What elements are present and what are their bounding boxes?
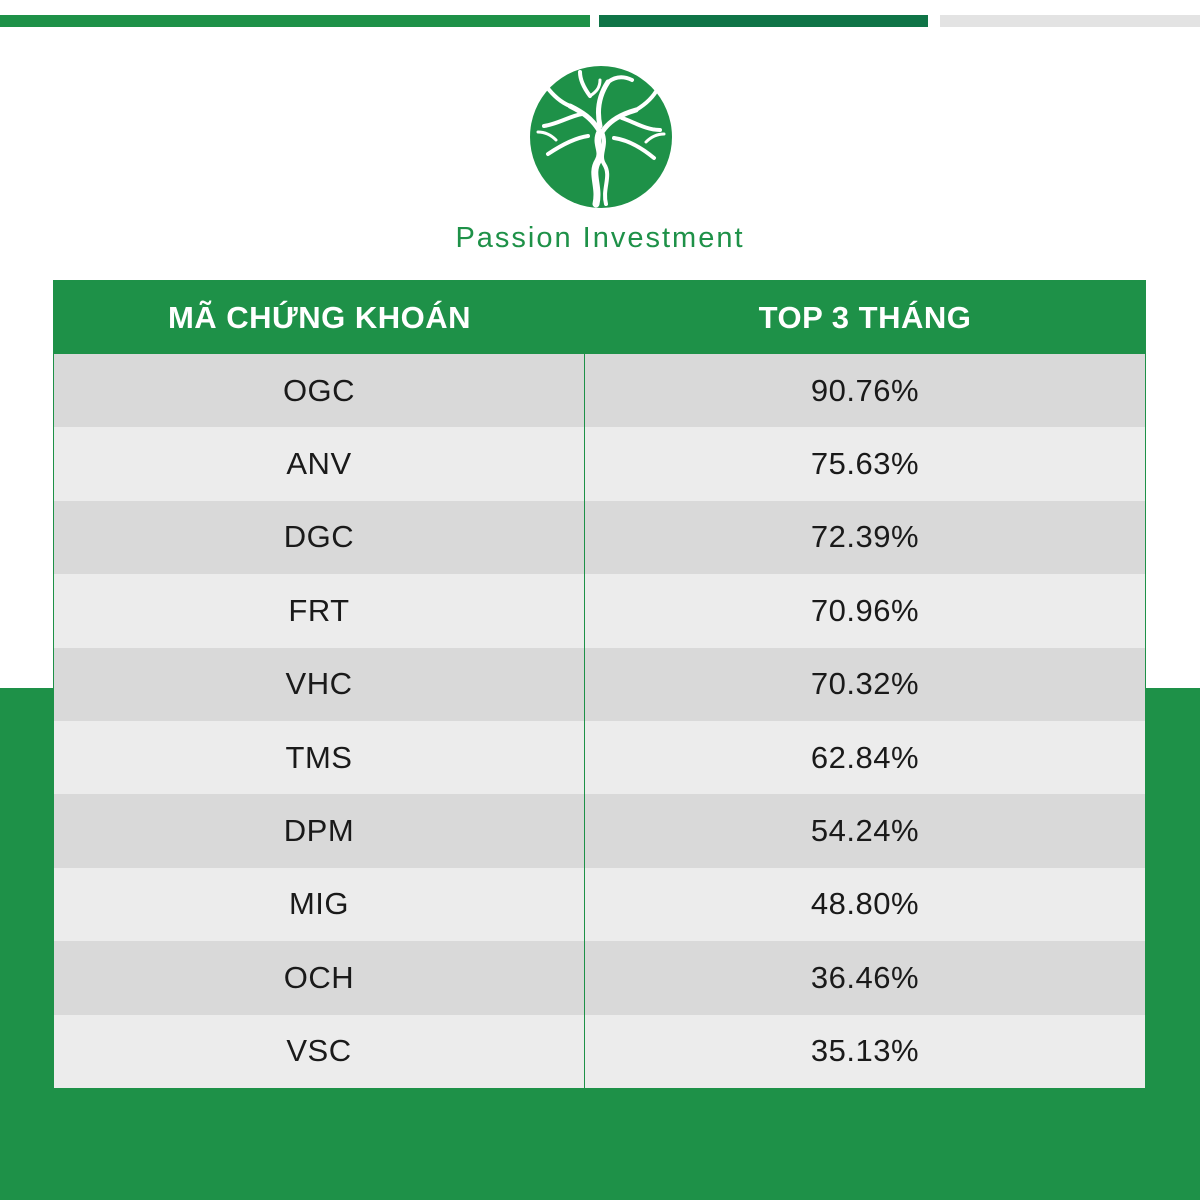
table-row: MIG 48.80% <box>54 867 1145 942</box>
table-row: FRT 70.96% <box>54 574 1145 648</box>
table-row: DPM 54.24% <box>54 794 1145 868</box>
ticker-cell: ANV <box>54 427 585 501</box>
header-ticker: MÃ CHỨNG KHOÁN <box>167 299 472 335</box>
return-cell: 75.63% <box>810 446 920 482</box>
return-cell: 70.96% <box>810 592 920 628</box>
ticker-cell: TMS <box>54 720 585 795</box>
table-row: DGC 72.39% <box>54 500 1145 575</box>
return-cell: 54.24% <box>810 813 920 849</box>
ticker-cell: VSC <box>54 1014 585 1088</box>
header-top-3-months: TOP 3 THÁNG <box>758 299 972 335</box>
table-row: OGC 90.76% <box>54 354 1145 428</box>
return-cell: 70.32% <box>810 666 920 702</box>
table-row: OCH 36.46% <box>54 941 1145 1015</box>
return-cell: 90.76% <box>810 372 920 408</box>
stock-table: MÃ CHỨNG KHOÁN TOP 3 THÁNG OGC 90.76% ANV 7… <box>53 280 1146 1089</box>
table-row: ANV 75.63% <box>54 427 1145 501</box>
table-row: VSC 35.13% <box>54 1014 1145 1088</box>
brand-name: Passion Investment <box>455 222 745 254</box>
top-accent-bar-3 <box>940 15 1200 27</box>
return-cell: 35.13% <box>810 1033 920 1069</box>
table-header: MÃ CHỨNG KHOÁN TOP 3 THÁNG <box>54 281 1145 354</box>
return-cell: 62.84% <box>810 739 920 775</box>
table-row: TMS 62.84% <box>54 720 1145 795</box>
ticker-cell: VHC <box>54 647 585 721</box>
ticker-cell: MIG <box>54 867 585 942</box>
top-accent-bar-1 <box>0 15 590 27</box>
return-cell: 48.80% <box>810 886 920 922</box>
ticker-cell: OGC <box>54 354 585 428</box>
top-accent-bar-2 <box>599 15 928 27</box>
table-body: OGC 90.76% ANV 75.63% DGC 72.39% FRT 70.96% VHC 7… <box>54 354 1145 1088</box>
table-row: VHC 70.32% <box>54 647 1145 721</box>
tree-logo-icon <box>530 66 672 208</box>
ticker-cell: OCH <box>54 941 585 1015</box>
ticker-cell: FRT <box>54 574 585 648</box>
return-cell: 72.39% <box>810 519 920 555</box>
ticker-cell: DGC <box>54 500 585 575</box>
return-cell: 36.46% <box>810 959 920 995</box>
ticker-cell: DPM <box>54 794 585 868</box>
